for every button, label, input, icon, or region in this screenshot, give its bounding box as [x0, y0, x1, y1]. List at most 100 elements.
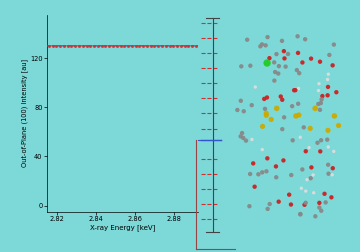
Point: [288, 203, 294, 207]
Point: [290, 138, 296, 142]
Point: [303, 189, 309, 193]
Point: [297, 212, 303, 216]
Point: [309, 165, 314, 169]
Point: [68, 44, 74, 48]
Point: [326, 172, 332, 176]
Point: [238, 134, 243, 138]
Point: [241, 109, 247, 113]
Y-axis label: Out-of-Plane (100) Intensity [au]: Out-of-Plane (100) Intensity [au]: [21, 59, 28, 168]
Point: [266, 56, 272, 60]
Point: [50, 44, 55, 48]
Point: [125, 44, 131, 48]
Point: [252, 85, 258, 89]
Point: [103, 44, 108, 48]
Point: [325, 163, 331, 167]
Point: [240, 136, 246, 140]
Point: [80, 44, 86, 48]
Point: [178, 44, 184, 48]
Point: [323, 200, 329, 204]
Point: [136, 44, 142, 48]
Point: [302, 37, 308, 41]
Point: [264, 113, 269, 117]
Point: [57, 44, 63, 48]
Point: [273, 175, 279, 179]
Point: [114, 44, 120, 48]
Point: [163, 44, 169, 48]
Point: [260, 124, 265, 129]
Point: [300, 167, 305, 171]
Point: [268, 117, 274, 121]
Point: [310, 173, 316, 177]
Point: [182, 44, 188, 48]
Point: [265, 156, 270, 160]
Point: [279, 127, 285, 131]
Point: [333, 90, 339, 94]
Point: [324, 138, 330, 142]
Point: [106, 44, 112, 48]
Point: [174, 44, 180, 48]
Point: [278, 94, 284, 99]
Point: [336, 123, 341, 128]
Point: [84, 44, 89, 48]
Point: [133, 44, 139, 48]
Point: [144, 44, 150, 48]
Point: [303, 149, 309, 153]
Point: [317, 60, 323, 64]
Point: [286, 193, 292, 197]
Point: [321, 192, 327, 196]
Point: [264, 169, 269, 173]
Point: [273, 164, 279, 168]
Point: [91, 44, 97, 48]
Point: [312, 214, 318, 218]
Point: [297, 212, 303, 216]
Point: [257, 44, 263, 48]
Point: [296, 71, 302, 75]
Point: [234, 108, 240, 112]
Point: [317, 108, 323, 112]
Point: [259, 170, 265, 174]
Point: [167, 44, 172, 48]
Point: [291, 88, 297, 92]
Point: [307, 126, 313, 130]
Point: [193, 44, 199, 48]
Point: [298, 186, 304, 190]
Point: [274, 106, 280, 110]
Point: [318, 209, 324, 213]
Point: [260, 147, 265, 151]
Point: [295, 34, 301, 38]
Point: [189, 142, 195, 146]
Point: [189, 132, 195, 136]
Point: [249, 103, 255, 107]
Point: [283, 65, 288, 69]
Point: [238, 64, 244, 68]
Point: [159, 44, 165, 48]
Point: [264, 96, 270, 100]
Point: [294, 68, 300, 72]
Point: [318, 101, 324, 105]
Point: [265, 207, 271, 211]
Point: [281, 115, 287, 119]
Point: [296, 113, 302, 117]
Point: [318, 149, 323, 153]
Point: [293, 114, 299, 118]
Point: [140, 44, 146, 48]
Point: [331, 149, 337, 153]
Point: [306, 146, 312, 150]
Point: [330, 166, 336, 170]
Point: [325, 72, 331, 76]
Point: [304, 178, 310, 182]
Point: [148, 44, 154, 48]
Point: [330, 63, 336, 67]
Point: [315, 102, 321, 106]
Point: [316, 89, 321, 93]
Point: [247, 172, 253, 176]
Point: [243, 139, 249, 143]
Point: [261, 97, 267, 101]
Point: [303, 201, 309, 205]
Point: [297, 135, 303, 139]
Point: [285, 52, 291, 56]
Point: [332, 114, 337, 118]
Point: [250, 161, 256, 165]
Point: [329, 173, 335, 177]
Point: [171, 44, 176, 48]
